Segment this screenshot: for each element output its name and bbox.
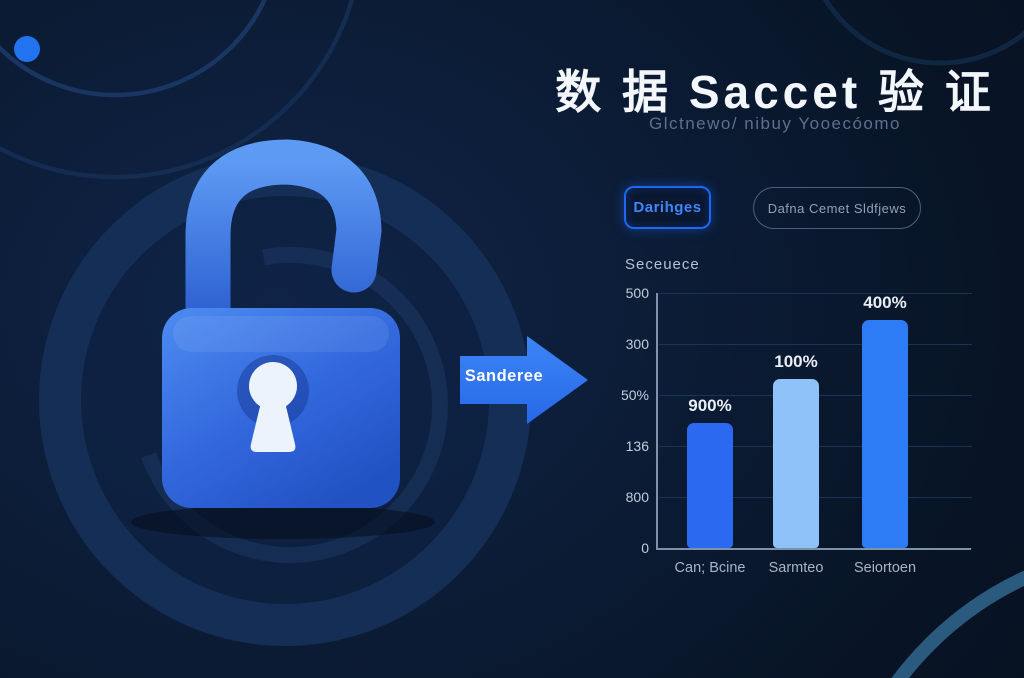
page-title: 数 据 Saccet 验 证 [555,66,995,118]
x-tick-label: Seiortoen [853,560,917,576]
chart-title: Seceuece [625,256,700,273]
corner-ring-1 [0,0,267,98]
x-axis-line [656,548,971,550]
bar [862,320,908,548]
bar [773,379,819,548]
x-tick-label: Can; Bcine [674,560,746,576]
padlock-illustration [105,128,485,568]
corner-ring-3 [822,0,1024,66]
y-tick-label: 800 [625,489,649,505]
bar-chart: Seceuece 500 300 50% 136 800 0 900% Can; Bcine 1… [600,250,1010,590]
lock-shadow [131,505,435,539]
lock-shackle [185,139,382,341]
primary-button[interactable]: Darihges [624,186,711,229]
page-subtitle: Glctnewo/ nibuy Yooecóomo [648,114,902,133]
bar [687,423,733,548]
y-axis-line [656,293,658,548]
x-tick-label: Sarmteo [768,560,824,576]
arrow-shape [460,336,588,424]
y-tick-label: 0 [641,540,649,556]
y-tick-label: 500 [625,285,649,301]
bar-value-label: 400% [863,293,907,313]
y-tick-label: 50% [620,387,649,403]
secondary-button[interactable]: Dafna Cemet Sldfjews [753,187,921,229]
arrow-right-icon [460,336,588,424]
keyhole-slot [250,398,296,452]
keyhole-circle [249,362,297,410]
y-tick-label: 300 [625,336,649,352]
grid-line [659,344,972,345]
unlocked-padlock-icon [131,139,435,539]
glow-dot [14,36,40,62]
y-tick-label: 136 [625,438,649,454]
grid-line [659,293,972,294]
bar-value-label: 900% [688,396,732,416]
flow-arrow [450,325,600,435]
bar-value-label: 100% [774,352,818,372]
lock-highlight [173,316,389,352]
arrow-label: Sanderee [464,367,544,385]
